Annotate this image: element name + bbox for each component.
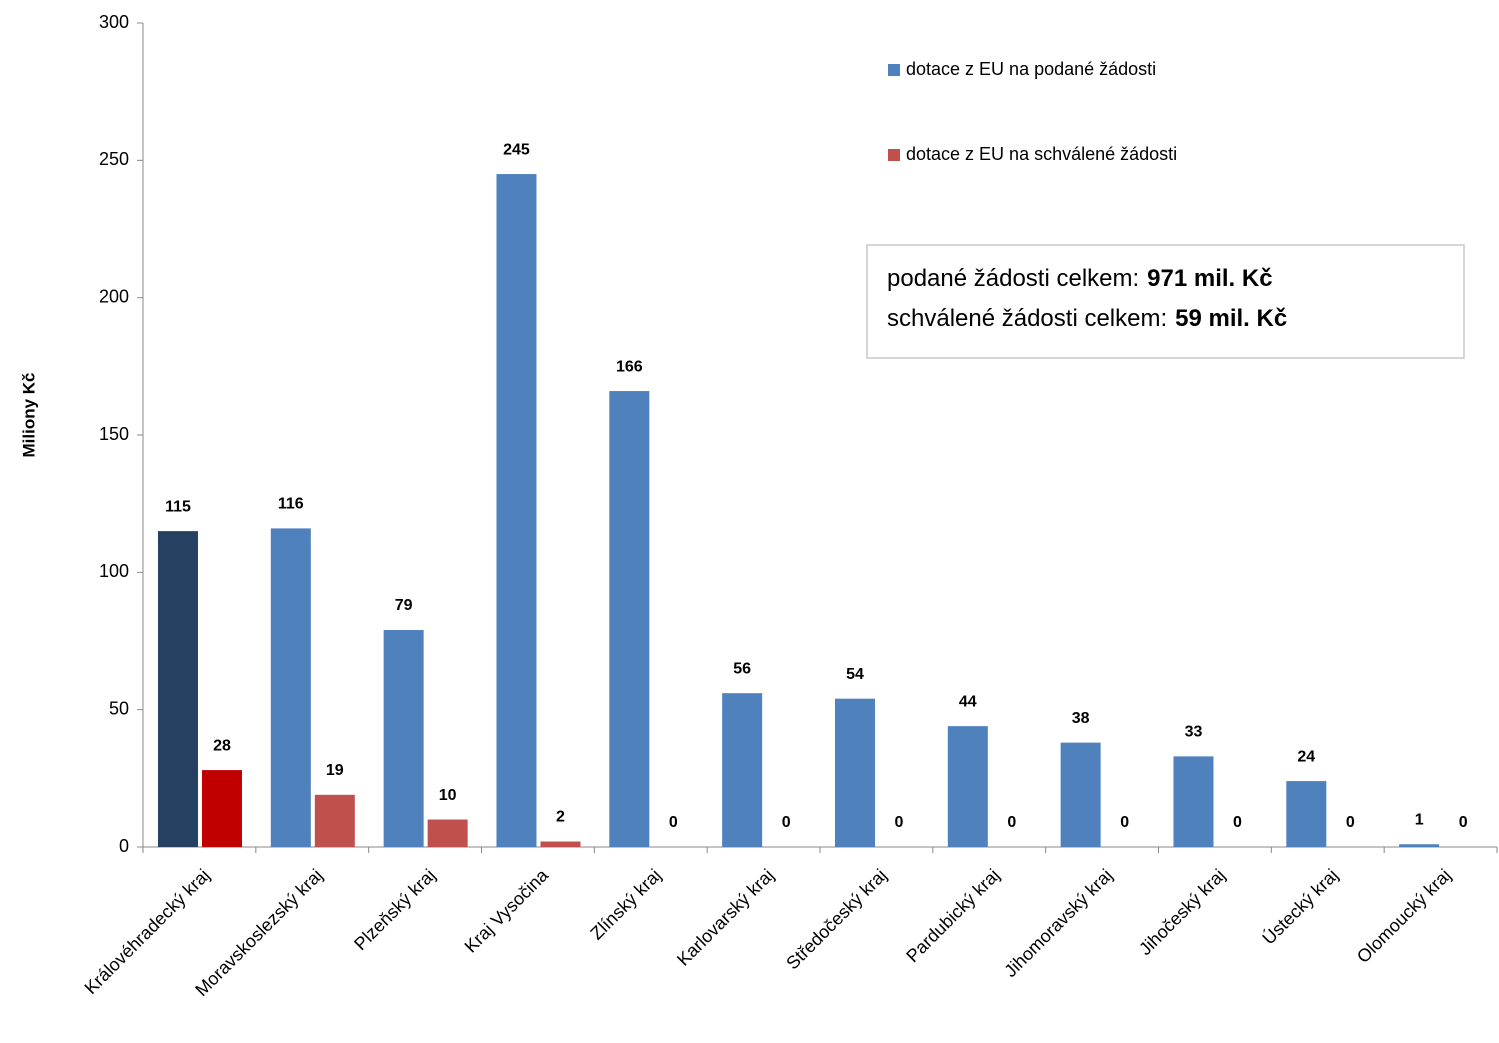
y-tick-label: 250 [99, 149, 129, 169]
legend-label: dotace z EU na schválené žádosti [906, 144, 1177, 164]
y-axis-label: Miliony Kč [19, 372, 38, 457]
x-tick-label: Pardubický kraj [902, 865, 1003, 966]
value-label: 1 [1415, 811, 1424, 828]
bar [157, 531, 198, 847]
value-label: 33 [1185, 724, 1203, 741]
bar [427, 819, 468, 847]
bar [270, 528, 311, 847]
x-tick-label: Jihočeský kraj [1135, 865, 1229, 959]
value-label: 0 [1459, 814, 1468, 831]
annotation-box [866, 244, 1465, 359]
x-tick-label: Moravskoslezský kraj [191, 865, 326, 1000]
bar [834, 698, 875, 847]
annotation-bold: 971 mil. Kč [1147, 265, 1272, 292]
value-label: 166 [616, 358, 643, 375]
bar [1060, 742, 1101, 847]
x-tick-label: Karlovarský kraj [673, 865, 778, 970]
legend-label: dotace z EU na podané žádosti [906, 59, 1156, 79]
value-label: 0 [1007, 814, 1016, 831]
value-label: 245 [503, 141, 530, 158]
x-tick-label: Plzeňský kraj [350, 865, 439, 954]
bar [540, 841, 581, 847]
value-label: 56 [733, 660, 751, 677]
value-label: 10 [439, 787, 457, 804]
bar [496, 174, 537, 848]
y-tick-label: 300 [99, 12, 129, 32]
value-label: 0 [1120, 814, 1129, 831]
y-tick-label: 150 [99, 424, 129, 444]
x-tick-label: Zlínský kraj [586, 865, 664, 943]
x-tick-label: Jihomoravský kraj [1000, 865, 1116, 981]
value-label: 19 [326, 762, 344, 779]
value-label: 28 [213, 737, 231, 754]
bar [609, 391, 650, 847]
bar [722, 693, 763, 847]
value-label: 54 [846, 666, 864, 683]
bar [1173, 756, 1214, 847]
x-tick-label: Královéhradecký kraj [81, 865, 214, 998]
value-label: 115 [165, 498, 191, 515]
value-label: 0 [1346, 814, 1355, 831]
value-label: 0 [782, 814, 791, 831]
annotation-bold: 59 mil. Kč [1175, 305, 1287, 332]
bar [201, 770, 242, 847]
bar [947, 726, 988, 847]
value-label: 24 [1297, 748, 1315, 765]
y-tick-label: 100 [99, 561, 129, 581]
legend-swatch [888, 149, 900, 161]
y-tick-label: 200 [99, 286, 129, 306]
legend-swatch [888, 64, 900, 76]
x-tick-label: Olomoucký kraj [1353, 865, 1455, 967]
value-label: 0 [669, 814, 678, 831]
annotation-text: schválené žádosti celkem: [887, 305, 1167, 332]
x-tick-label: Středočeský kraj [782, 865, 890, 973]
value-label: 79 [395, 597, 413, 614]
annotation: schválené žádosti celkem: 59 mil. Kč [887, 305, 1287, 332]
x-tick-label: Ústecký kraj [1258, 864, 1342, 948]
annotation: podané žádosti celkem: 971 mil. Kč [887, 265, 1273, 292]
value-label: 116 [278, 496, 304, 513]
bar [1399, 844, 1440, 847]
annotation-text: podané žádosti celkem: [887, 265, 1139, 292]
y-tick-label: 50 [109, 698, 129, 718]
value-label: 44 [959, 693, 977, 710]
value-label: 2 [556, 809, 565, 826]
value-label: 0 [895, 814, 904, 831]
y-tick-label: 0 [119, 836, 129, 856]
value-label: 38 [1072, 710, 1090, 727]
bar [1286, 781, 1327, 847]
x-tick-label: Kraj Vysočina [461, 864, 553, 956]
value-label: 0 [1233, 814, 1242, 831]
bar [383, 630, 424, 847]
bar [314, 794, 355, 847]
